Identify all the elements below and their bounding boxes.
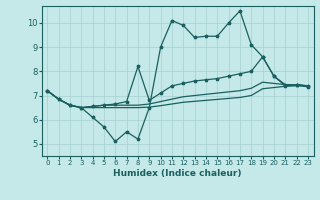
X-axis label: Humidex (Indice chaleur): Humidex (Indice chaleur) (113, 169, 242, 178)
